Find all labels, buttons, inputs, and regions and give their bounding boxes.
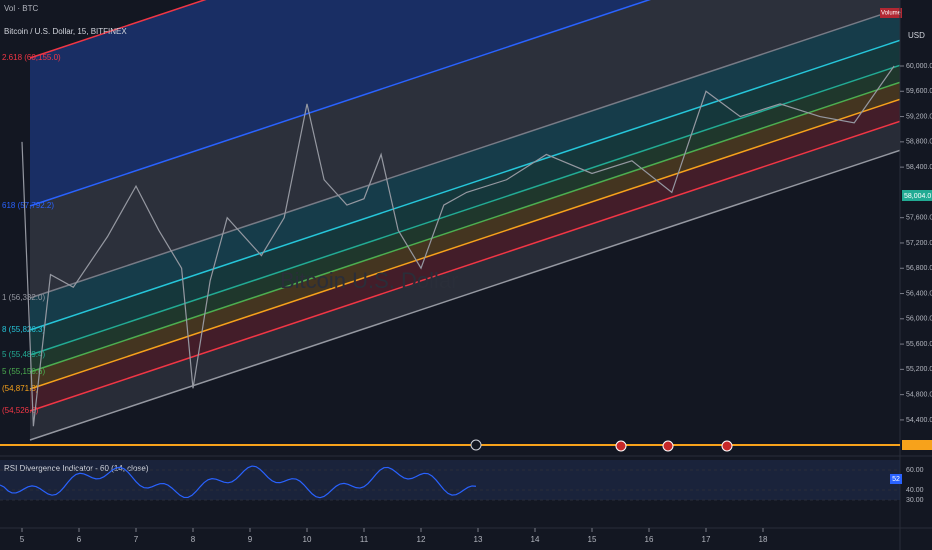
last-price-bg	[902, 190, 932, 201]
x-tick-label: 6	[77, 535, 82, 544]
x-tick-label: 12	[417, 535, 426, 544]
rsi-title: RSI Divergence Indicator - 60 (14, close…	[4, 464, 149, 473]
title: Bitcoin / U.S. Dollar, 15, BITFINEX	[4, 27, 127, 36]
rsi-tick-label: 30.00	[906, 497, 924, 504]
fib-line	[29, 120, 901, 412]
price-line	[21, 65, 895, 427]
rsi-band	[0, 460, 900, 500]
x-tick-label: 16	[645, 535, 654, 544]
fib-label: 5 (55,150.6)	[2, 367, 45, 376]
y-tick-label: 60,000.0	[906, 63, 932, 70]
fib-zone	[30, 8, 900, 330]
rsi-tick-label: 60.00	[906, 467, 924, 474]
y-tick-label: 57,600.0	[906, 215, 932, 222]
event-icon[interactable]	[662, 440, 674, 452]
fib-zone	[30, 99, 900, 411]
x-tick-label: 13	[474, 535, 483, 544]
volume-tag-bg	[880, 8, 902, 18]
fib-zone	[30, 0, 900, 298]
y-tick-label: 56,000.0	[906, 316, 932, 323]
fib-line	[29, 39, 901, 331]
fib-label: 1 (56,332.0)	[2, 293, 45, 302]
x-tick-label: 14	[531, 535, 540, 544]
y-tick-label: 54,800.0	[906, 391, 932, 398]
fib-line	[29, 98, 901, 390]
marks: 60,000.0 59,600.0 59,200.0 58,800.0 58,400.0…	[0, 63, 932, 544]
x-tick-label: 11	[360, 535, 369, 544]
x-tick-label: 8	[191, 535, 196, 544]
x-tick-label: 15	[588, 535, 597, 544]
fib-zone	[30, 121, 900, 440]
price-tag	[902, 440, 932, 450]
event-icon[interactable]	[721, 440, 733, 452]
x-tick-label: 17	[702, 535, 711, 544]
fib-label: 8 (55,826.3)	[2, 325, 45, 334]
y-tick-label: 57,200.0	[906, 240, 932, 247]
fib-label: 2.618 (60,155.0)	[2, 53, 61, 62]
rsi-badge-bg	[890, 474, 902, 484]
fib-label: (54,526.6)	[2, 406, 39, 415]
watermark: Bitcoin U.S. Dollar	[280, 268, 459, 293]
fib-channel: 2.618 (60,155.0) 618 (57,792.2) 1 (56,332.…	[2, 0, 901, 441]
y-tick-label: 59,600.0	[906, 88, 932, 95]
y-tick-label: 59,200.0	[906, 113, 932, 120]
y-tick-label: 54,400.0	[906, 417, 932, 424]
currency: USD	[908, 31, 925, 40]
rsi-badge: 52	[892, 476, 900, 483]
fib-line	[29, 0, 207, 59]
fib-zone	[30, 65, 900, 372]
x-tick-label: 7	[134, 535, 139, 544]
fib-label: 5 (55,489.4)	[2, 350, 45, 359]
fib-line	[29, 64, 901, 356]
fib-label: 618 (57,792.2)	[2, 201, 54, 210]
y-tick-label: 56,400.0	[906, 290, 932, 297]
x-tick-label: 5	[20, 535, 25, 544]
fib-line	[29, 149, 901, 441]
fib-line	[29, 7, 901, 299]
fib-zone	[30, 40, 900, 355]
y-tick-label: 58,800.0	[906, 139, 932, 146]
fib-line	[29, 0, 651, 207]
y-tick-label: 58,400.0	[906, 164, 932, 171]
x-tick-label: 10	[303, 535, 312, 544]
x-tick-label: 18	[759, 535, 768, 544]
y-tick-label: 55,200.0	[906, 366, 932, 373]
y-tick-label: 56,800.0	[906, 265, 932, 272]
volume-tag[interactable]: Volume	[881, 11, 902, 17]
rsi-tick-label: 40.00	[906, 487, 924, 494]
event-icon[interactable]	[470, 439, 482, 451]
y-tick-label: 55,600.0	[906, 341, 932, 348]
x-tick-label: 9	[248, 535, 253, 544]
rsi-line	[0, 465, 477, 499]
last-price: 58,004.0	[904, 193, 931, 200]
event-icon[interactable]	[615, 440, 627, 452]
symbol: Vol · BTC	[4, 4, 38, 13]
fib-label: (54,871.8)	[2, 384, 39, 393]
fib-line	[29, 81, 901, 373]
